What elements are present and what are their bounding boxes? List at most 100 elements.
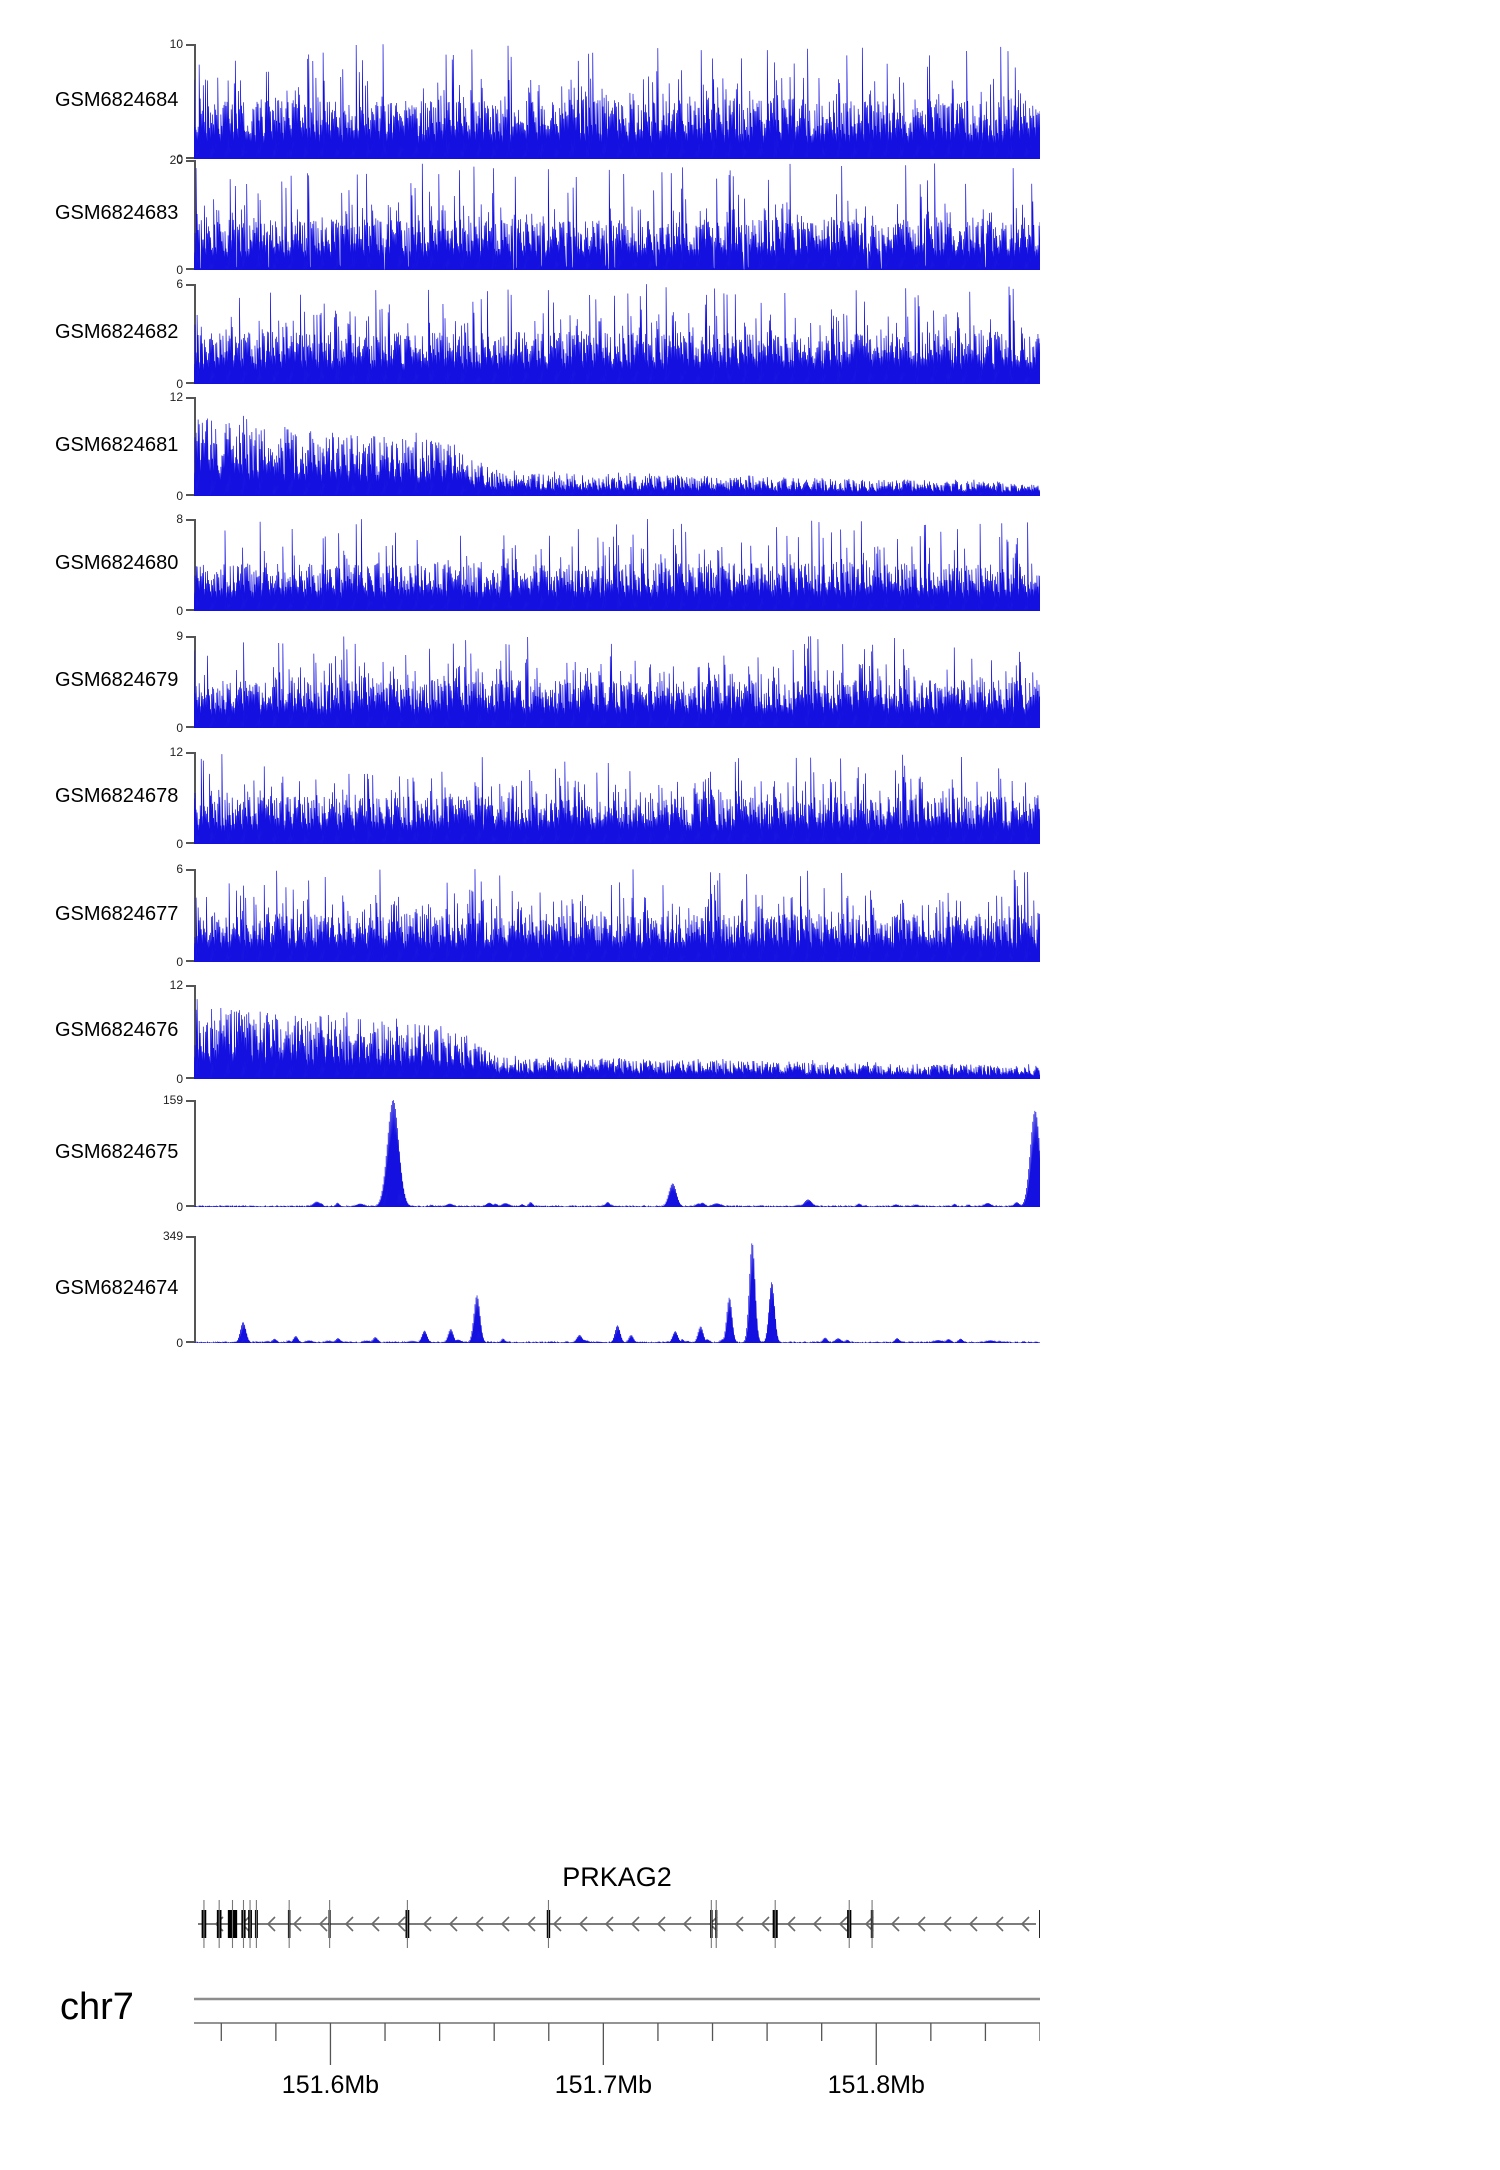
coverage-track: GSM6824684 10 0 <box>0 38 1060 165</box>
y-axis-line <box>194 985 196 1079</box>
y-axis-tick-label: 20 <box>169 153 183 167</box>
y-axis-tick-label: 6 <box>176 862 183 876</box>
svg-text:151.6Mb: 151.6Mb <box>282 2071 379 2099</box>
y-axis-tick: 0 <box>176 605 196 617</box>
y-axis-tick: 349 <box>163 1230 196 1242</box>
coverage-track: GSM6824677 6 0 <box>0 863 1060 968</box>
coverage-signal-plot <box>194 1236 1040 1343</box>
y-axis-tick-label: 6 <box>176 277 183 291</box>
track-plot-area: 12 0 <box>170 391 1040 502</box>
track-sample-label: GSM6824678 <box>55 785 179 807</box>
y-axis-line <box>194 1100 196 1207</box>
coverage-track: GSM6824679 9 0 <box>0 630 1060 734</box>
y-axis-tick: 0 <box>176 722 196 734</box>
gene-label: PRKAG2 <box>562 1862 672 1892</box>
track-sample-label: GSM6824679 <box>55 669 179 691</box>
y-axis-tick: 159 <box>163 1094 196 1106</box>
chromosome-label: chr7 <box>60 1986 134 2028</box>
track-sample-label: GSM6824680 <box>55 552 179 574</box>
coverage-signal-plot <box>194 397 1040 496</box>
y-axis-tick: 0 <box>176 1201 196 1213</box>
coverage-signal-plot <box>194 985 1040 1079</box>
track-plot-area: 12 0 <box>170 746 1040 850</box>
y-axis-tick: 12 <box>170 746 196 758</box>
y-axis-tick: 0 <box>176 956 196 968</box>
y-axis-line <box>194 519 196 611</box>
coverage-track: GSM6824674 349 0 <box>0 1230 1060 1349</box>
gene-model-diagram <box>194 1898 1040 1950</box>
y-axis-tick-label: 9 <box>176 629 183 643</box>
coverage-track: GSM6824682 6 0 <box>0 278 1060 390</box>
y-axis-line <box>194 636 196 728</box>
y-axis-tick: 6 <box>176 278 196 290</box>
coverage-track: GSM6824675 159 0 <box>0 1094 1060 1213</box>
y-axis-tick-label: 0 <box>176 377 183 391</box>
svg-text:151.7Mb: 151.7Mb <box>555 2071 652 2099</box>
gene-annotation-track: PRKAG2 <box>194 1862 1040 1982</box>
genomic-coordinate-ruler: 151.6Mb 151.7Mb 151.8Mb <box>194 1995 1040 2135</box>
y-axis-line <box>194 1236 196 1343</box>
y-axis-tick-label: 0 <box>176 721 183 735</box>
y-axis-tick-label: 12 <box>169 745 183 759</box>
track-sample-label: GSM6824682 <box>55 321 179 343</box>
y-axis-tick: 0 <box>176 264 196 276</box>
coverage-track: GSM6824678 12 0 <box>0 746 1060 850</box>
coverage-signal-plot <box>194 284 1040 384</box>
y-axis-tick: 12 <box>170 979 196 991</box>
y-axis-tick-label: 12 <box>169 978 183 992</box>
track-sample-label: GSM6824684 <box>55 88 179 111</box>
track-plot-area: 349 0 <box>163 1230 1040 1349</box>
y-axis-tick-label: 0 <box>176 837 183 851</box>
y-axis-tick-label: 0 <box>176 263 183 277</box>
coverage-signal-plot <box>194 160 1040 270</box>
track-sample-label: GSM6824676 <box>55 1019 179 1041</box>
y-axis-tick-label: 12 <box>169 390 183 404</box>
y-axis-line <box>194 44 196 159</box>
y-axis-tick: 10 <box>170 38 196 50</box>
coverage-signal-plot <box>194 1100 1040 1207</box>
y-axis-tick-label: 0 <box>176 489 183 503</box>
y-axis-tick-label: 0 <box>176 152 183 166</box>
coverage-signal-plot <box>194 869 1040 962</box>
y-axis-tick-label: 159 <box>162 1093 183 1107</box>
coverage-signal-plot <box>194 44 1040 159</box>
y-axis-tick-label: 0 <box>176 955 183 969</box>
coverage-track: GSM6824676 12 0 <box>0 979 1060 1085</box>
track-sample-label: GSM6824683 <box>55 202 179 224</box>
track-plot-area: 12 0 <box>170 979 1040 1085</box>
y-axis-tick: 12 <box>170 391 196 403</box>
track-plot-area: 10 0 <box>170 38 1040 165</box>
y-axis-tick-label: 0 <box>176 1336 183 1350</box>
track-plot-area: 159 0 <box>163 1094 1040 1213</box>
y-axis-tick: 0 <box>176 490 196 502</box>
track-sample-label: GSM6824674 <box>55 1276 179 1299</box>
coverage-signal-plot <box>194 636 1040 728</box>
y-axis-tick: 6 <box>176 863 196 875</box>
y-axis-line <box>194 869 196 962</box>
y-axis-tick-label: 8 <box>176 512 183 526</box>
y-axis-tick: 0 <box>176 1337 196 1349</box>
y-axis-tick-label: 0 <box>176 1072 183 1086</box>
coverage-track: GSM6824683 20 0 <box>0 154 1060 276</box>
track-sample-label: GSM6824675 <box>55 1140 179 1163</box>
coverage-signal-plot <box>194 752 1040 844</box>
y-axis-tick: 0 <box>176 153 196 165</box>
y-axis-tick-label: 0 <box>176 1200 183 1214</box>
y-axis-tick: 0 <box>176 838 196 850</box>
y-axis-tick: 0 <box>176 1073 196 1085</box>
y-axis-tick-label: 0 <box>176 604 183 618</box>
track-sample-label: GSM6824677 <box>55 902 179 925</box>
coverage-track: GSM6824680 8 0 <box>0 513 1060 617</box>
y-axis-tick: 8 <box>176 513 196 525</box>
y-axis-tick-label: 349 <box>162 1229 183 1243</box>
y-axis-tick-label: 10 <box>169 37 183 51</box>
coverage-signal-plot <box>194 519 1040 611</box>
y-axis-tick: 20 <box>170 154 196 166</box>
track-plot-area: 20 0 <box>170 154 1040 276</box>
svg-text:151.8Mb: 151.8Mb <box>828 2071 925 2099</box>
